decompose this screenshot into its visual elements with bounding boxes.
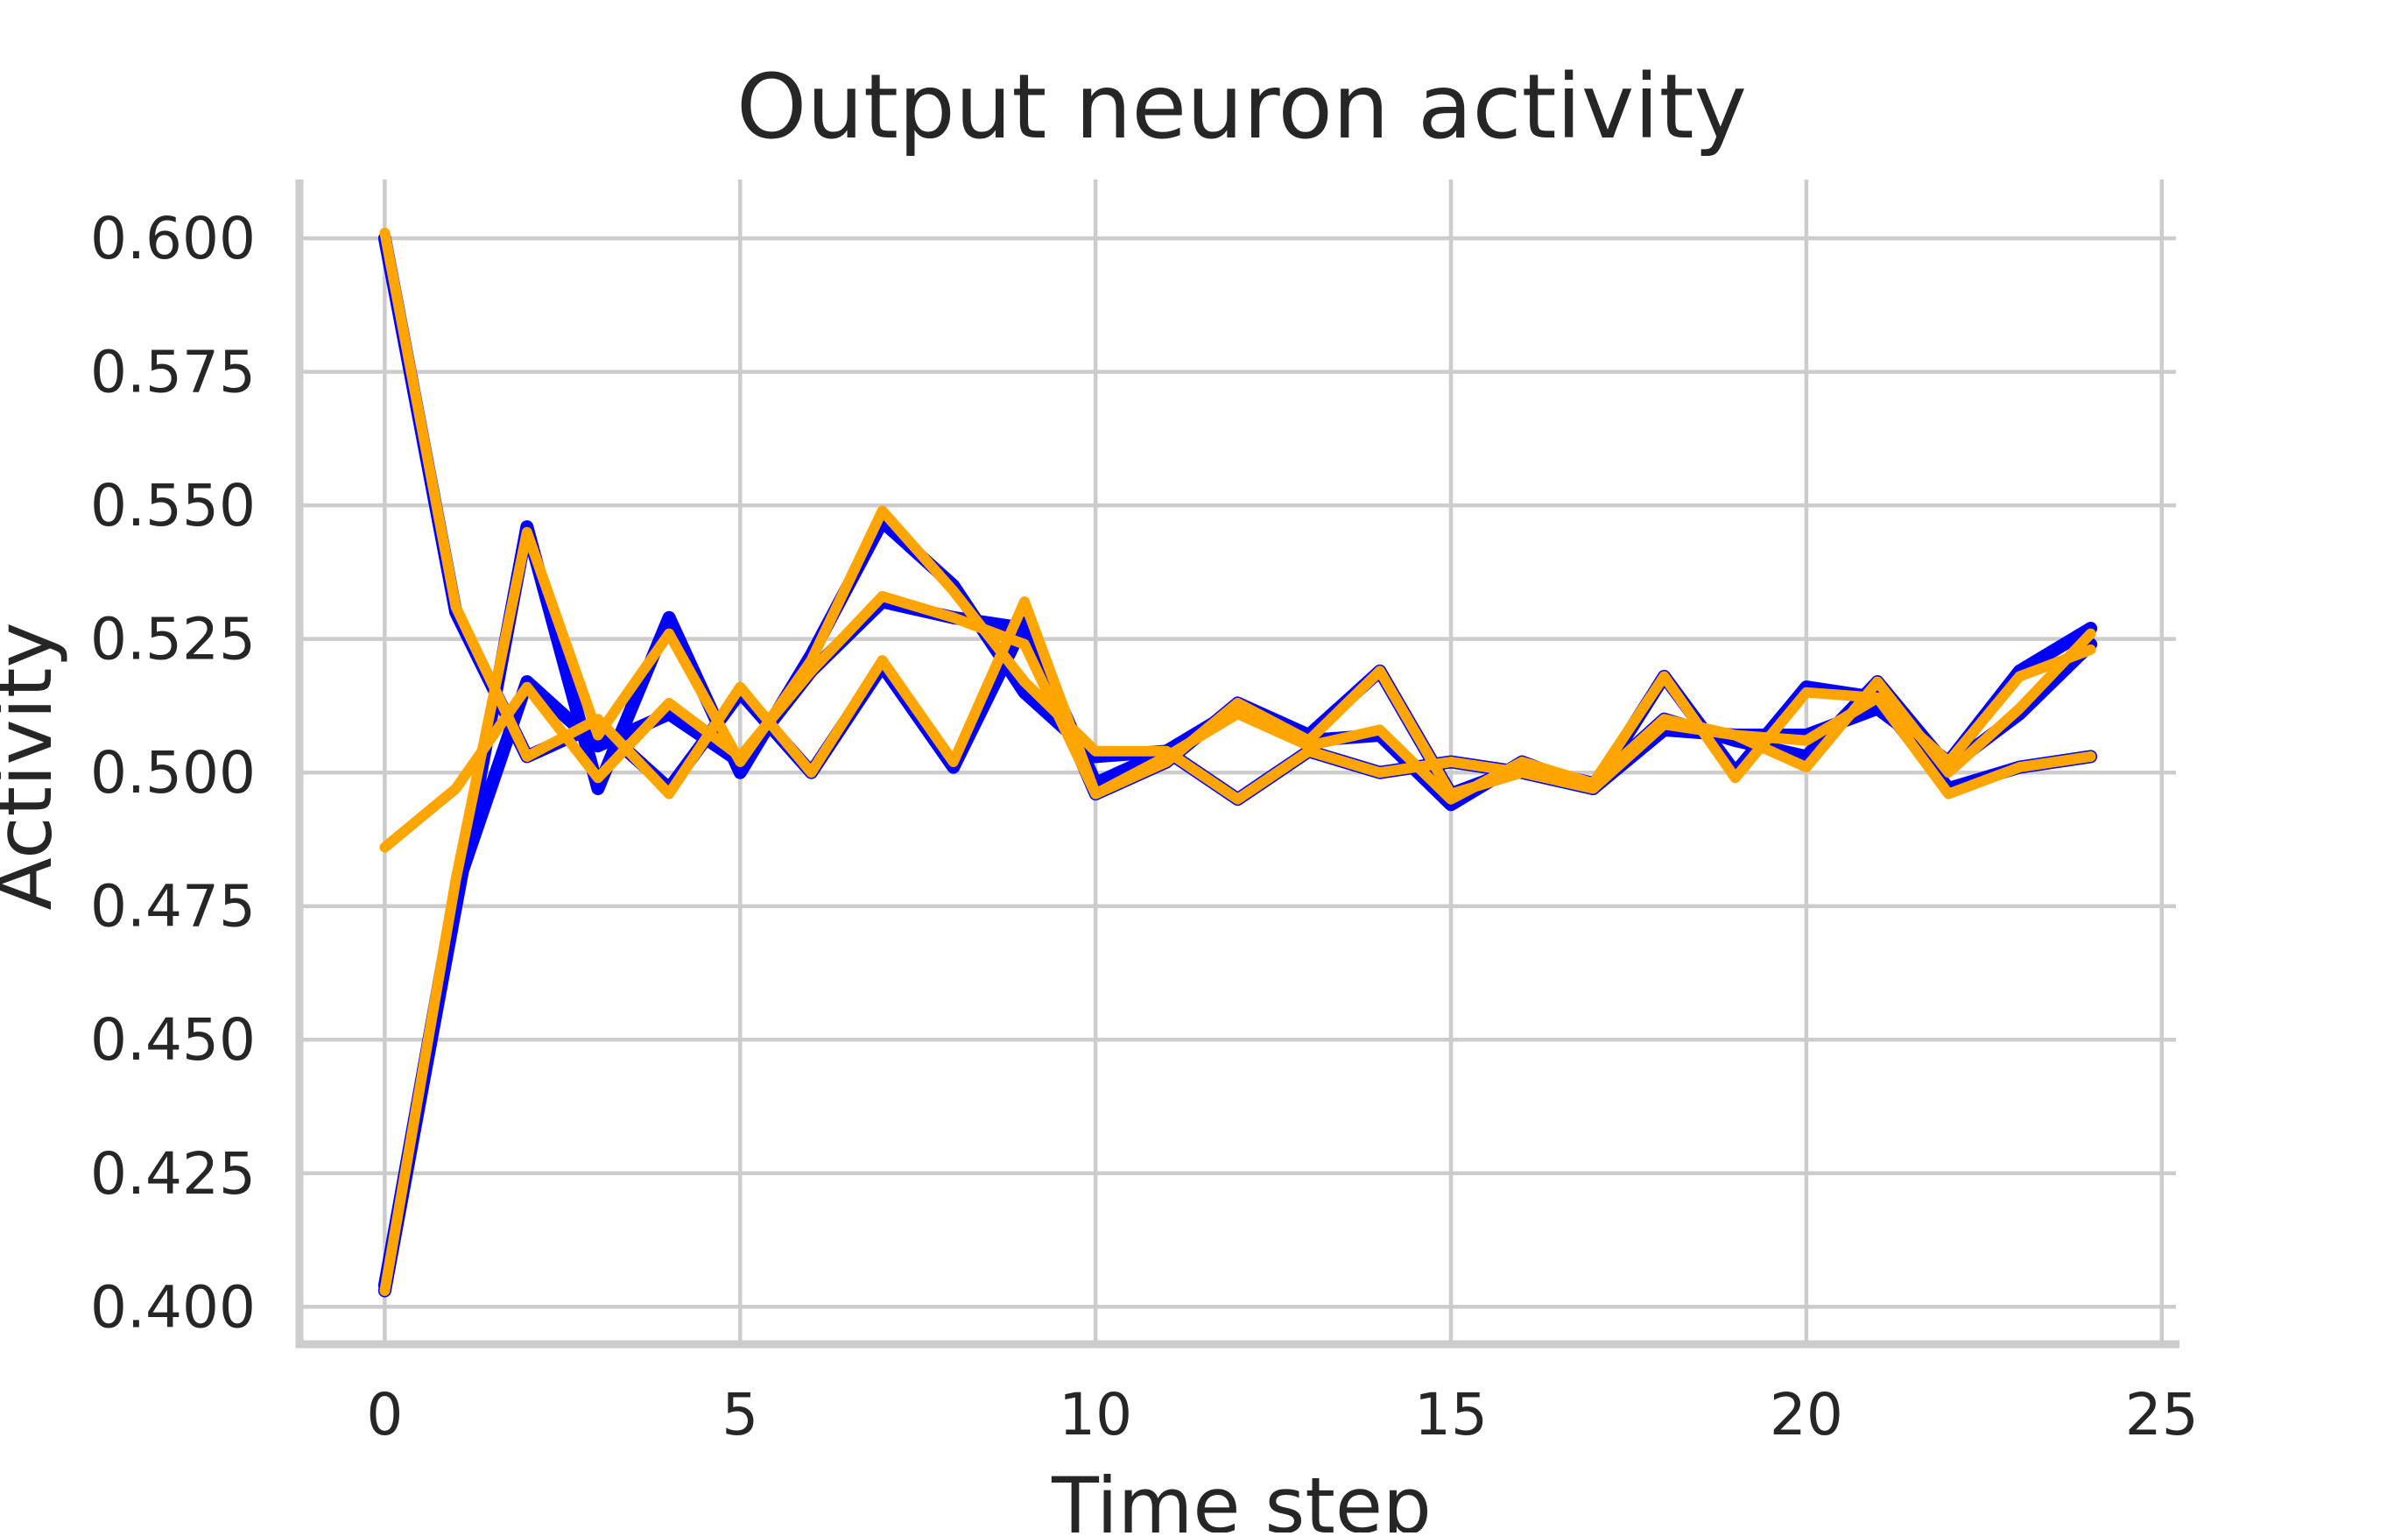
output-line: [379, 590, 2096, 853]
y-tick-label: 0.500: [90, 739, 256, 807]
y-tick-label: 0.550: [90, 472, 256, 539]
output-line: [379, 505, 2096, 1296]
y-tick-label: 0.450: [90, 1006, 256, 1074]
y-tick-label: 0.425: [90, 1140, 256, 1208]
y-tick-label: 0.475: [90, 873, 256, 941]
axis-spines: [295, 180, 2179, 1349]
chart-title: Output neuron activity: [736, 55, 1747, 159]
x-tick-label: 0: [366, 1381, 403, 1448]
x-tick-label: 20: [1770, 1381, 1843, 1448]
y-tick-label: 0.400: [90, 1273, 256, 1341]
x-axis-label: Time step: [1051, 1461, 1432, 1532]
y-tick-label: 0.575: [90, 339, 256, 406]
x-tick-label: 15: [1414, 1381, 1488, 1448]
y-tick-label: 0.525: [90, 606, 256, 673]
y-tick-label: 0.600: [90, 205, 256, 272]
x-tick-label: 10: [1059, 1381, 1132, 1448]
plot-lines: [377, 228, 2098, 1298]
x-tick-labels: 0 5 10 15 20 25: [366, 1381, 2198, 1448]
output-line: [379, 228, 2096, 805]
y-axis-label: Activity: [0, 622, 69, 910]
y-tick-labels: 0.400 0.425 0.450 0.475 0.500 0.525 0.550 0.575…: [90, 205, 256, 1341]
x-tick-label: 25: [2125, 1381, 2199, 1448]
x-tick-label: 5: [722, 1381, 758, 1448]
